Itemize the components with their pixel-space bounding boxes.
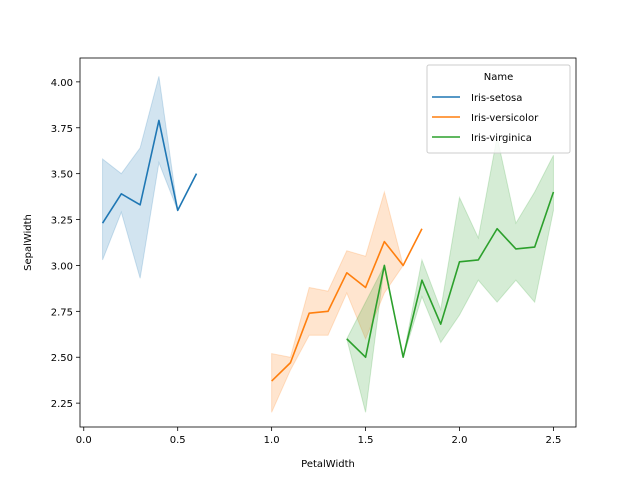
x-axis-label: PetalWidth <box>301 459 355 470</box>
x-tick-label: 0.0 <box>76 435 92 446</box>
legend: Name Iris-setosa Iris-versicolor Iris-virg… <box>426 64 571 154</box>
x-tick-label: 1.0 <box>264 435 280 446</box>
x-tick-label: 0.5 <box>170 435 186 446</box>
x-tick-label: 2.0 <box>452 435 468 446</box>
y-axis-label: SepalWidth <box>23 214 34 271</box>
y-tick-label: 3.50 <box>51 170 73 181</box>
series-line-iris-versicolor <box>271 228 423 382</box>
series-line-iris-virginica <box>346 191 555 359</box>
axes-frame <box>79 57 577 428</box>
legend-label-iris-virginica: Iris-virginica <box>471 133 532 144</box>
y-tick-label: 2.75 <box>51 307 73 318</box>
y-tick-label: 2.25 <box>51 399 73 410</box>
series-lines <box>101 119 555 382</box>
y-tick-label: 3.00 <box>51 261 73 272</box>
series-line-iris-setosa <box>101 119 198 224</box>
x-axis-ticks: 0.0 0.5 1.0 1.5 2.0 2.5 <box>76 427 562 446</box>
y-tick-label: 3.75 <box>51 124 73 135</box>
legend-title: Name <box>484 72 514 83</box>
ci-band-iris-setosa <box>102 76 197 279</box>
legend-label-iris-setosa: Iris-setosa <box>471 93 522 104</box>
x-tick-label: 2.5 <box>546 435 562 446</box>
y-axis-ticks: 2.25 2.50 2.75 3.00 3.25 3.50 3.75 4.00 <box>51 78 80 410</box>
ci-band-iris-virginica <box>346 136 554 413</box>
x-tick-label: 1.5 <box>358 435 374 446</box>
legend-box <box>426 64 571 154</box>
ci-band-iris-versicolor <box>271 190 423 413</box>
y-tick-label: 2.50 <box>51 353 73 364</box>
y-tick-label: 3.25 <box>51 216 73 227</box>
y-tick-label: 4.00 <box>51 78 73 89</box>
legend-items: Iris-setosa Iris-versicolor Iris-virginica <box>432 93 539 144</box>
legend-label-iris-versicolor: Iris-versicolor <box>471 113 539 124</box>
